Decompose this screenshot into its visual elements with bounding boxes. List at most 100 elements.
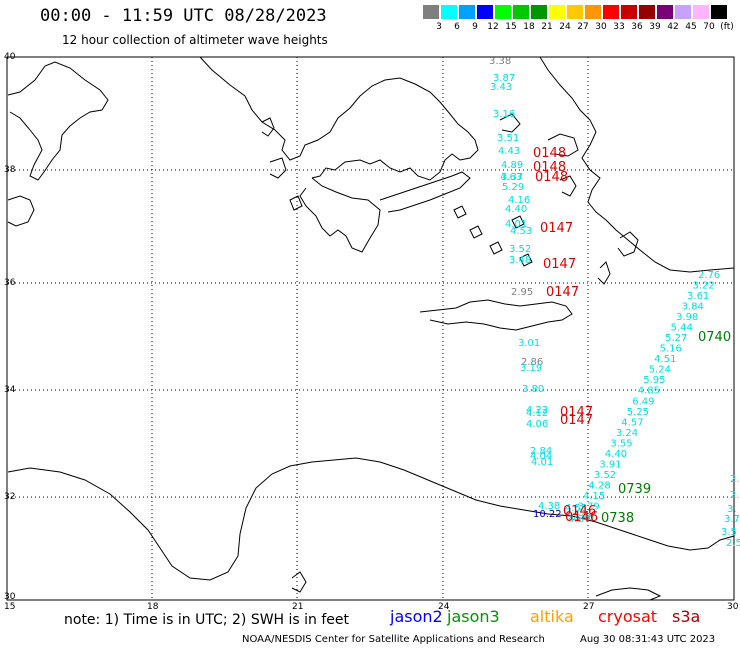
time-label: 0148 [535,170,568,185]
color-scale-tick: 9 [472,22,478,32]
wave-height-label: 3.37 [501,172,523,183]
coast-cyclades-1 [469,225,483,239]
time-label: 0146 [565,510,598,525]
time-label: 0147 [560,405,593,420]
wave-height-label: 5.25 [627,407,649,418]
color-scale-tick: 6 [454,22,460,32]
time-label: 0739 [618,482,651,497]
lon-label: 15 [4,602,16,612]
color-scale-tick: 3 [436,22,442,32]
lon-label: 27 [583,602,595,612]
coast-crete [419,299,573,331]
lon-label: 24 [438,602,450,612]
wave-height-label: 5.95 [643,375,665,386]
wave-height-label: 3.61 [687,291,709,302]
cryosat-track-labels: 3.38 3.873.43 3.16 3.51 4.43 4.894.633.375.29… [489,56,590,525]
time-label: 0740 [698,330,731,345]
color-scale-tick: 24 [559,22,571,32]
credit-text: NOAA/NESDIS Center for Satellite Applica… [242,634,545,645]
coast-cyclades-4 [519,253,533,267]
page-subtitle: 12 hour collection of altimeter wave hei… [62,33,328,47]
lon-label: 21 [292,602,304,612]
coast-peloponnese [299,177,381,253]
coast-cyclades-2 [489,241,503,255]
color-scale-tick: 15 [505,22,517,32]
color-scale-tick: 18 [523,22,535,32]
mission-cryosat: cryosat [598,607,658,626]
lat-label: 40 [4,52,16,62]
wave-height-label: 2. [730,474,740,485]
color-scale-tick: 12 [487,22,499,32]
timestamp: Aug 30 08:31:43 UTC 2023 [580,634,716,645]
color-swatch [603,5,619,19]
time-label: 0147 [540,221,573,236]
coast-corfu [261,117,275,137]
wave-height-label: 4.01 [505,219,527,230]
wave-height-label: 4.28 [588,480,610,491]
color-scale-tick: 33 [613,22,625,32]
wave-height-label: 4.22 [526,405,548,416]
color-swatch [585,5,601,19]
color-swatch [423,5,439,19]
wave-height-label: 4.51 [654,354,676,365]
coast-turkey [539,56,735,273]
coast-rhodes [617,231,639,257]
coast-chios [559,175,577,197]
page-title: 00:00 - 11:59 UTC 08/28/2023 [40,6,327,26]
coast-cyclades-3 [511,215,525,229]
wave-height-label: 4.63 [500,172,522,183]
wave-height-label: 4.16 [508,195,530,206]
color-scale-tick: 30 [595,22,607,32]
time-label: 0148 [533,146,566,161]
footer-note: note: 1) Time is in UTC; 2) SWH is in fe… [64,612,350,628]
color-swatch [459,5,475,19]
color-swatch [495,5,511,19]
wave-height-label: 3.51 [497,133,519,144]
wave-height-label: 3.98 [676,312,698,323]
diagonal-track-labels: 2.763.223.613.843.985.445.275.164.515.24… [572,270,720,523]
wave-height-label: 3.91 [599,459,621,470]
time-label: 0147 [560,413,593,428]
color-swatch [675,5,691,19]
wave-height-label: 2.5 [726,538,740,549]
coast-karpathos [597,261,611,285]
time-label: 0146 [563,504,596,519]
graticule [7,57,734,600]
wave-height-label: 3.22 [693,281,715,292]
wave-height-label: 4.55 [565,503,587,514]
color-swatch [531,5,547,19]
mission-s3a: s3a [672,607,701,626]
wave-height-label: 10.22 [533,509,562,520]
wave-height-label: 4.87 [568,514,590,525]
wave-height-label: 3.5 [721,527,737,538]
wave-height-label: 5.29 [502,182,524,193]
color-swatch [711,5,727,19]
wave-height-label: 3.87 [493,73,515,84]
lat-label: 34 [4,385,16,395]
time-label: 0147 [543,257,576,272]
wave-height-label: 2.86 [572,512,594,523]
coastlines [7,56,735,601]
coast-lesbos [547,133,579,157]
color-scale-tick: 36 [631,22,643,32]
coast-sicily [7,195,35,227]
wave-height-label: 4.15 [583,491,605,502]
wave-height-label: 4.04 [530,451,552,462]
wave-height-label: 3.84 [682,302,704,313]
wave-height-label: 4.53 [510,226,532,237]
wave-height-label: 4.57 [621,417,643,428]
wave-height-label: 3.43 [490,82,512,93]
color-scale-tick: 45 [685,22,697,32]
wave-height-label: 5.27 [665,333,687,344]
color-scale-tick: 39 [649,22,661,32]
color-scale-tick: 27 [577,22,589,32]
wave-height-label: 3. [727,504,737,515]
wave-height-label: 4.43 [498,146,520,157]
mission-jason2: jason2 [390,607,443,626]
wave-height-label: 4.01 [531,457,553,468]
color-swatch [513,5,529,19]
lat-label: 38 [4,165,16,175]
lat-label: 36 [4,278,16,288]
color-swatch [549,5,565,19]
